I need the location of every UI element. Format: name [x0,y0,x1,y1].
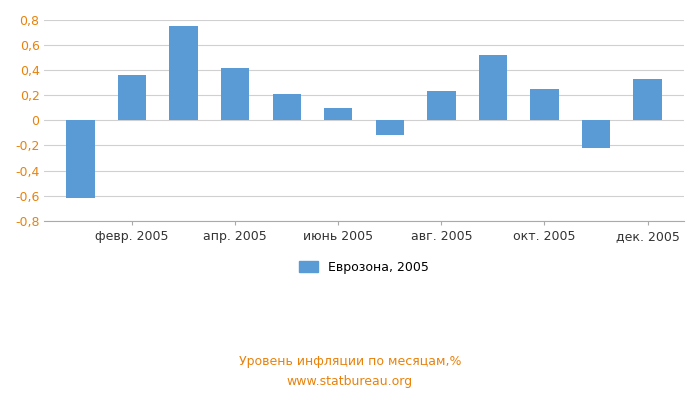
Bar [169,26,197,120]
Bar [531,89,559,120]
Bar [221,68,249,120]
Bar [272,94,301,120]
Bar [118,75,146,120]
Bar [479,55,507,120]
Bar [427,92,456,120]
Text: www.statbureau.org: www.statbureau.org [287,376,413,388]
Bar [376,120,404,135]
Legend: Еврозона, 2005: Еврозона, 2005 [294,256,434,279]
Text: Уровень инфляции по месяцам,%: Уровень инфляции по месяцам,% [239,356,461,368]
Bar [582,120,610,148]
Bar [634,79,662,120]
Bar [66,120,94,198]
Bar [324,108,352,120]
